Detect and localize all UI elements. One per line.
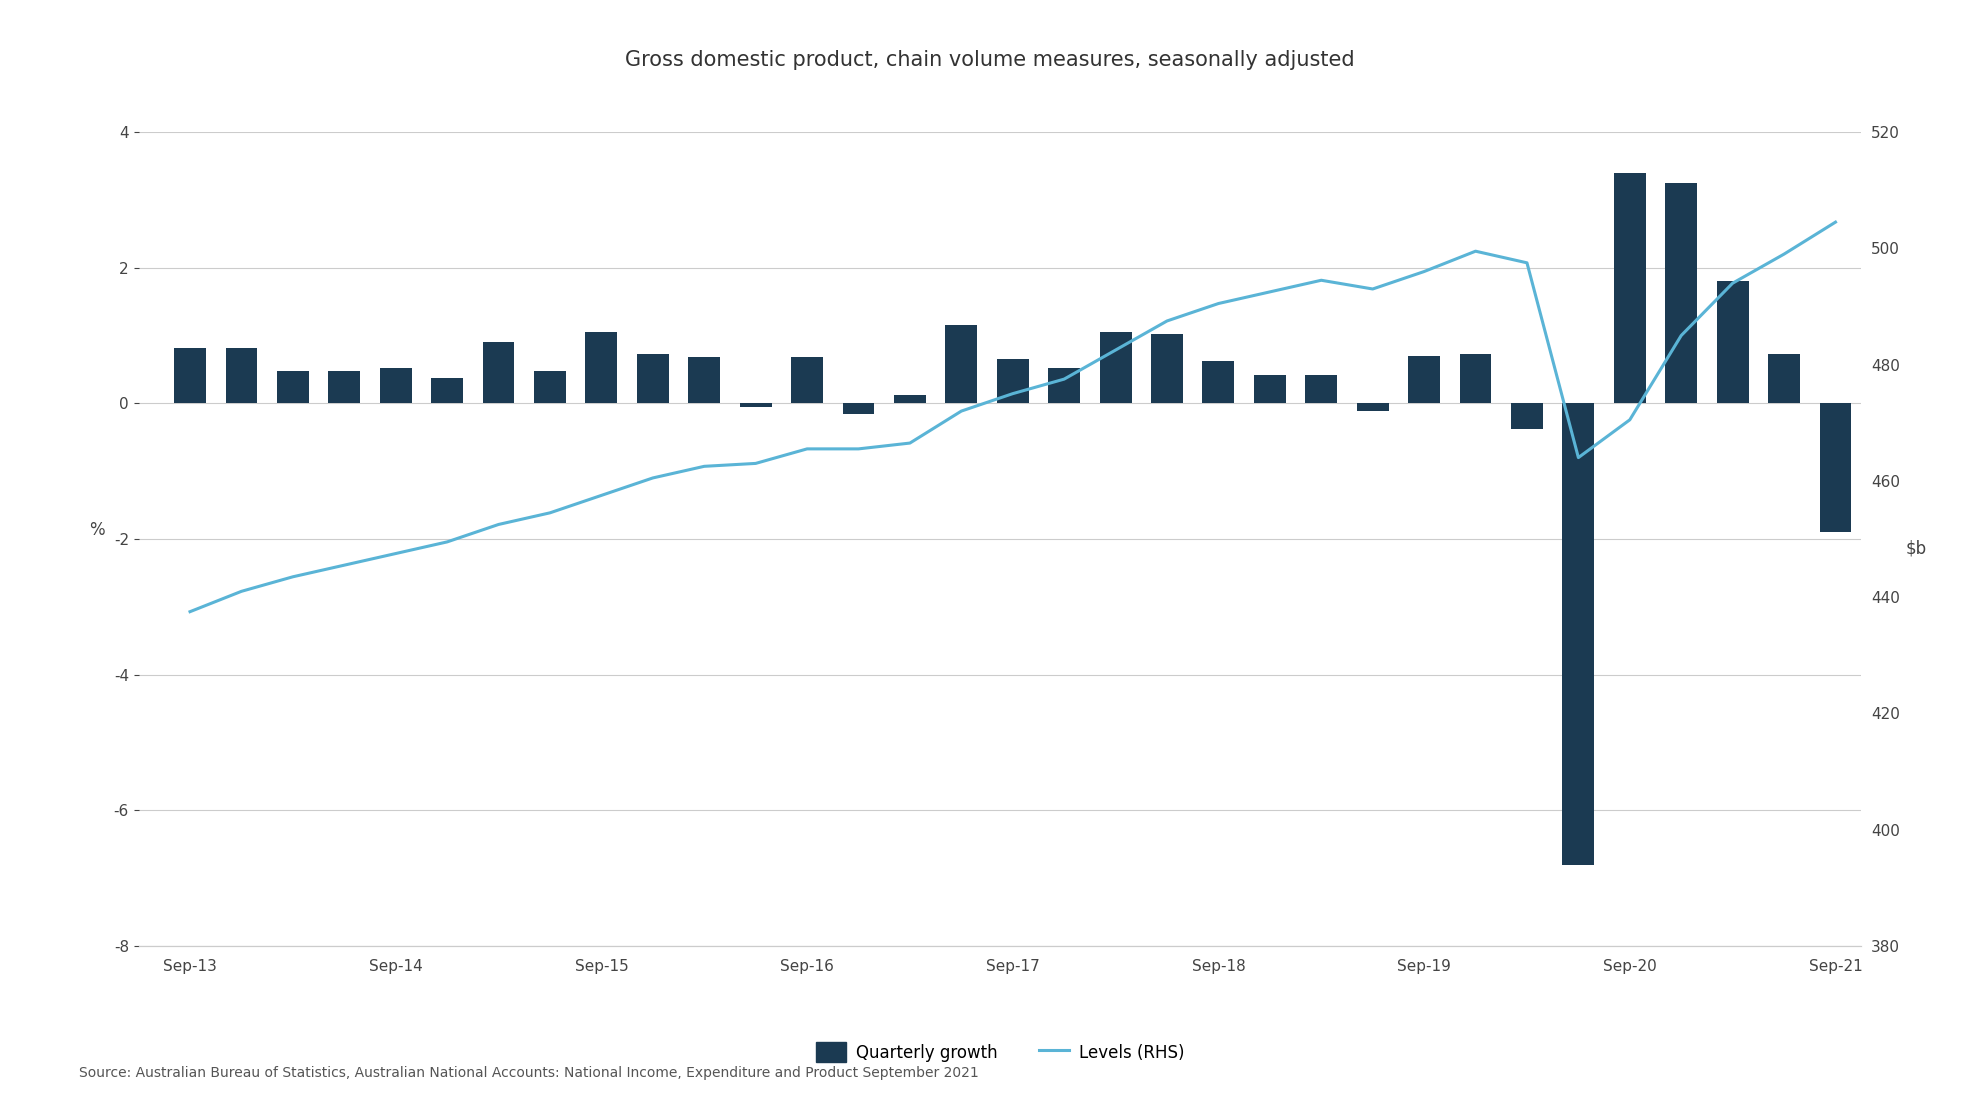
Bar [1202, 361, 1234, 404]
Bar [483, 342, 515, 404]
Text: Source: Australian Bureau of Statistics, Australian National Accounts: National : Source: Australian Bureau of Statistics,… [79, 1066, 978, 1080]
Bar [1099, 332, 1131, 404]
Bar [944, 326, 978, 404]
Bar [277, 371, 309, 404]
Bar [1408, 356, 1439, 404]
Bar [432, 377, 463, 404]
Bar [1562, 404, 1594, 865]
Bar [1768, 354, 1800, 404]
Bar [638, 354, 669, 404]
Bar [1665, 183, 1697, 404]
Bar [741, 404, 772, 407]
Bar [226, 348, 257, 404]
Bar [1253, 375, 1285, 404]
Bar [329, 371, 360, 404]
Bar [1047, 368, 1081, 404]
Bar [1305, 375, 1337, 404]
Bar [535, 371, 566, 404]
Legend: Quarterly growth, Levels (RHS): Quarterly growth, Levels (RHS) [810, 1036, 1190, 1068]
Y-axis label: %: % [89, 521, 105, 539]
Y-axis label: $b: $b [1907, 539, 1927, 557]
Bar [792, 358, 824, 404]
Bar [1150, 334, 1182, 404]
Bar [843, 404, 875, 414]
Bar [996, 360, 1030, 404]
Bar [174, 348, 206, 404]
Bar [1717, 282, 1748, 404]
Text: Gross domestic product, chain volume measures, seasonally adjusted: Gross domestic product, chain volume mea… [626, 50, 1354, 69]
Bar [1356, 404, 1388, 411]
Bar [689, 358, 721, 404]
Bar [1820, 404, 1851, 532]
Bar [1459, 354, 1491, 404]
Bar [1511, 404, 1542, 429]
Bar [895, 395, 927, 404]
Bar [1614, 173, 1645, 404]
Bar [586, 332, 618, 404]
Bar [380, 368, 412, 404]
